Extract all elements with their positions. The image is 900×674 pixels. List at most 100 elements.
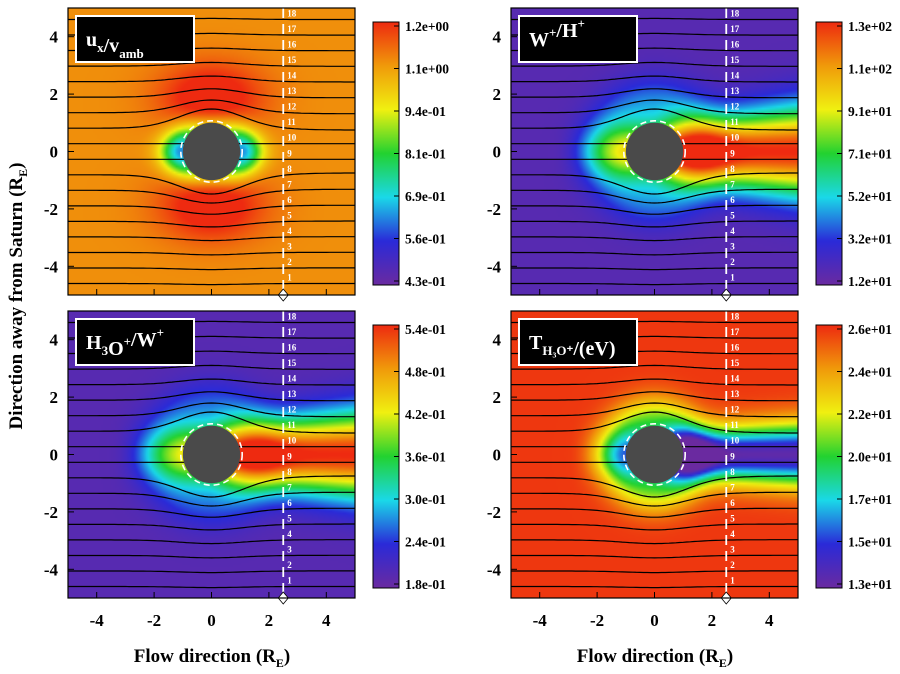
colorbar-tick-label: 8.1e-01 — [405, 147, 446, 162]
x-axis-title-left-main: Flow direction (R — [134, 646, 276, 667]
label-part: /(eV) — [572, 338, 615, 360]
colorbar-tick-label: 1.5e+01 — [848, 535, 892, 550]
label-part: /H — [555, 20, 578, 42]
label-part: T — [529, 332, 543, 354]
colorbar-tick-label: 1.2e+01 — [848, 274, 892, 289]
streamline — [511, 378, 798, 386]
streamline-label: 7 — [730, 179, 735, 189]
streamline — [68, 204, 355, 215]
y-tick-label: -2 — [487, 503, 501, 522]
streamline-label: 3 — [730, 544, 735, 554]
streamline-label: 13 — [287, 389, 297, 399]
x-tick-label: 4 — [322, 611, 331, 630]
streamline-label: 3 — [287, 544, 292, 554]
streamline-label: 4 — [730, 529, 735, 539]
label-sub: 3 — [102, 343, 109, 358]
x-tick-label: -4 — [533, 611, 548, 630]
streamline-label: 1 — [730, 273, 735, 283]
obstacle-boundary — [180, 120, 244, 184]
y-tick-label: 4 — [493, 28, 502, 47]
streamline — [68, 491, 355, 507]
panel-label-box — [75, 318, 195, 366]
streamline — [511, 88, 798, 99]
panel-label: ux/vamb — [75, 15, 195, 63]
panel-label: W+/H+ — [518, 15, 638, 63]
streamline-label: 9 — [287, 451, 292, 461]
x-tick-label: -2 — [590, 611, 604, 630]
colorbar-tick-label: 5.6e-01 — [405, 232, 446, 247]
streamline — [511, 391, 798, 402]
streamline-label: 13 — [730, 86, 740, 96]
label-sub: x — [97, 40, 104, 55]
streamline — [68, 523, 355, 531]
streamline — [68, 585, 355, 589]
streamline-label: 10 — [287, 436, 297, 446]
streamline-label: 7 — [287, 179, 292, 189]
streamline-label: 11 — [287, 117, 296, 127]
streamline — [511, 204, 798, 215]
label-sup: + — [124, 334, 131, 349]
colorbar-tick-label: 4.3e-01 — [405, 274, 446, 289]
x-axis-title-right-sub: E — [719, 656, 727, 670]
label-sup: + — [157, 325, 164, 340]
streamline-label: 10 — [730, 436, 740, 446]
streamline — [68, 402, 355, 418]
y-tick-label: 2 — [50, 85, 59, 104]
streamline-label: 4 — [730, 226, 735, 236]
colorbar-tick-label: 1.3e+01 — [848, 577, 892, 592]
streamline-label: 5 — [730, 210, 735, 220]
streamline — [68, 411, 355, 434]
colorbar-tick-label: 2.6e+01 — [848, 322, 892, 337]
streamline-label: 16 — [730, 40, 740, 50]
panel-label: TH₃O⁺/(eV) — [518, 318, 638, 366]
streamline-label: 14 — [287, 71, 297, 81]
streamline — [68, 75, 355, 83]
y-tick-label: 4 — [493, 331, 502, 350]
colorbar-tick-label: 5.4e-01 — [405, 322, 446, 337]
y-tick-label: 2 — [50, 388, 59, 407]
y-tick-label: 2 — [493, 85, 502, 104]
streamline — [68, 236, 355, 242]
obstacle-disk — [182, 425, 241, 484]
obstacle-boundary — [622, 120, 686, 184]
streamline-label: 7 — [730, 482, 735, 492]
x-tick-label: 2 — [265, 611, 274, 630]
streamline — [511, 251, 798, 256]
streamline — [68, 570, 355, 574]
label-sup: + — [578, 16, 585, 31]
streamline-label: 3 — [730, 241, 735, 251]
streamline-label: 3 — [287, 241, 292, 251]
colorbar-tick-label: 1.8e-01 — [405, 577, 446, 592]
streamline-label: 15 — [730, 358, 740, 368]
y-axis-title-sub: E — [16, 169, 30, 177]
streamline-label: 5 — [287, 210, 292, 220]
streamline — [511, 411, 798, 434]
colorbar-tick-label: 1.1e+02 — [848, 62, 892, 77]
streamline-label: 12 — [730, 405, 740, 415]
streamline-label: 8 — [287, 164, 292, 174]
obstacle-boundary — [180, 422, 244, 486]
streamline-label: 7 — [287, 482, 292, 492]
streamline-label: 8 — [730, 467, 735, 477]
streamline — [511, 554, 798, 559]
streamline-label: 13 — [730, 389, 740, 399]
streamline-label: 13 — [287, 86, 297, 96]
streamline-label: 4 — [287, 226, 292, 236]
panel-label-text: TH₃O⁺/(eV) — [529, 332, 616, 360]
y-tick-label: 0 — [493, 143, 502, 162]
x-axis-title-right: Flow direction (RE) — [577, 646, 733, 670]
x-tick-label: 2 — [708, 611, 717, 630]
label-part: /W — [130, 329, 157, 351]
y-tick-label: -4 — [44, 257, 59, 276]
y-tick-label: 0 — [50, 446, 59, 465]
y-tick-label: 4 — [50, 331, 59, 350]
streamline-label: 5 — [730, 513, 735, 523]
streamline — [68, 188, 355, 204]
streamline — [511, 539, 798, 545]
streamline — [68, 88, 355, 99]
y-tick-label: -2 — [44, 503, 58, 522]
streamline-label: 2 — [287, 560, 292, 570]
